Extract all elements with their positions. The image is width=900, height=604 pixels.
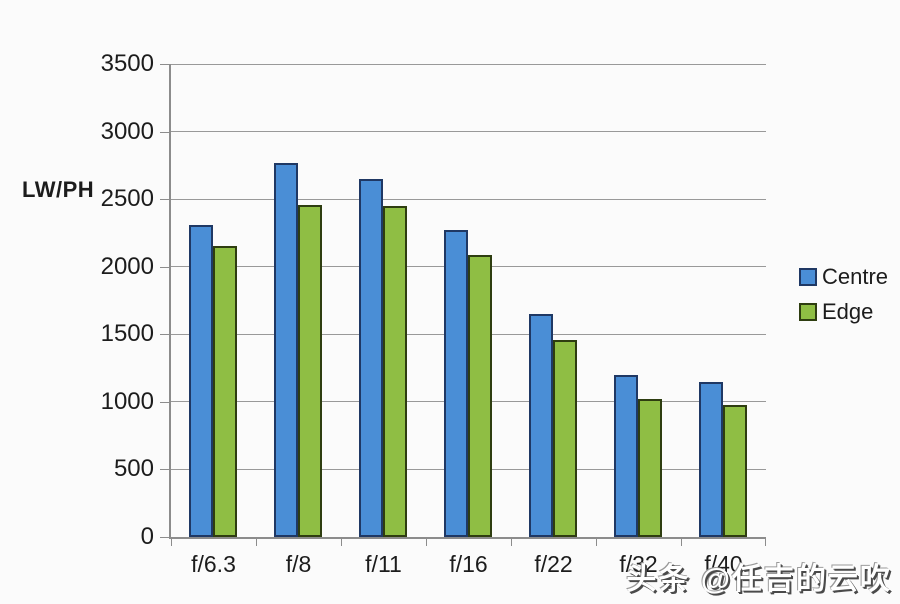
bar-centre-f16 bbox=[443, 230, 468, 537]
x-label-f16: f/16 bbox=[449, 551, 488, 577]
bar-centre-f40 bbox=[698, 381, 723, 537]
y-tick-label-1000: 1000 bbox=[100, 387, 154, 415]
bar-centre-f11 bbox=[358, 178, 383, 537]
y-tick-1000 bbox=[160, 401, 169, 403]
x-label-f8: f/8 bbox=[285, 551, 312, 577]
bar-centre-f32 bbox=[613, 374, 638, 537]
x-label-f32: f/32 bbox=[619, 551, 658, 577]
y-tick-2500 bbox=[160, 199, 169, 201]
x-tick-1 bbox=[256, 537, 257, 546]
y-tick-500 bbox=[160, 469, 169, 471]
gridline-3000 bbox=[171, 131, 766, 133]
y-axis-title: LW/PH bbox=[22, 177, 95, 202]
legend-label-centre: Centre bbox=[822, 264, 889, 289]
legend-label-edge: Edge bbox=[822, 299, 874, 324]
x-tick-7 bbox=[765, 537, 766, 546]
y-tick-0 bbox=[160, 537, 169, 538]
bar-edge-f32 bbox=[637, 399, 662, 537]
bar-edge-f6.3 bbox=[212, 246, 237, 537]
bar-edge-f22 bbox=[552, 339, 577, 537]
y-tick-1500 bbox=[160, 334, 169, 336]
y-tick-3500 bbox=[160, 64, 169, 65]
x-label-f11: f/11 bbox=[365, 551, 402, 577]
legend-swatch-edge bbox=[799, 303, 817, 321]
y-tick-label-2000: 2000 bbox=[100, 252, 154, 280]
x-label-f40: f/40 bbox=[704, 551, 743, 577]
y-tick-2000 bbox=[160, 266, 169, 268]
x-tick-6 bbox=[681, 537, 682, 546]
x-label-f22: f/22 bbox=[534, 551, 573, 577]
y-tick-label-2500: 2500 bbox=[100, 185, 154, 213]
legend-item-edge: Edge bbox=[799, 301, 888, 323]
bar-centre-f22 bbox=[528, 314, 553, 537]
x-tick-0 bbox=[171, 537, 172, 546]
bar-edge-f40 bbox=[722, 404, 747, 537]
x-tick-4 bbox=[511, 537, 512, 546]
bar-edge-f16 bbox=[467, 254, 492, 537]
x-label-f6.3: f/6.3 bbox=[191, 551, 236, 577]
y-tick-label-0: 0 bbox=[140, 523, 154, 550]
gridline-3500 bbox=[171, 63, 766, 65]
x-tick-5 bbox=[596, 537, 597, 546]
bar-edge-f8 bbox=[297, 204, 322, 537]
gridline-2500 bbox=[171, 198, 766, 200]
bar-centre-f6.3 bbox=[188, 224, 213, 537]
y-tick-label-500: 500 bbox=[113, 455, 154, 483]
legend: Centre Edge bbox=[799, 266, 888, 336]
legend-swatch-centre bbox=[799, 268, 817, 286]
y-tick-3000 bbox=[160, 131, 169, 133]
bar-edge-f11 bbox=[382, 205, 407, 537]
bar-centre-f8 bbox=[273, 162, 298, 537]
y-tick-label-1500: 1500 bbox=[100, 320, 154, 348]
y-tick-label-3000: 3000 bbox=[100, 117, 154, 145]
legend-item-centre: Centre bbox=[799, 266, 888, 288]
x-tick-2 bbox=[341, 537, 342, 546]
x-tick-3 bbox=[426, 537, 427, 546]
watermark: 头条 @任吉的云吹 bbox=[626, 563, 892, 596]
y-tick-label-3500: 3500 bbox=[100, 50, 154, 77]
plot-area: 0 500 1000 1500 2000 2500 3000 3500 f/6.3 f/8 f/11… bbox=[101, 50, 766, 577]
